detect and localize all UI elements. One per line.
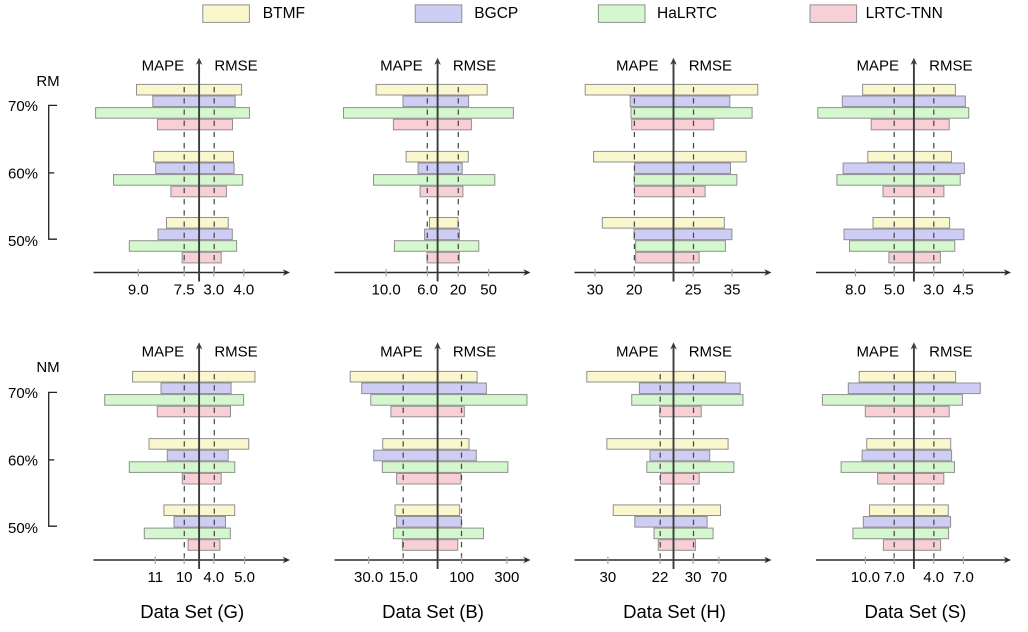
svg-text:7.5: 7.5 — [174, 281, 195, 298]
svg-text:10.0: 10.0 — [851, 569, 880, 586]
svg-text:70%: 70% — [8, 98, 38, 115]
svg-text:300: 300 — [494, 569, 519, 586]
svg-text:Data Set (H): Data Set (H) — [623, 601, 726, 622]
svg-text:10: 10 — [176, 569, 193, 586]
svg-text:4.0: 4.0 — [203, 569, 224, 586]
svg-text:50%: 50% — [8, 520, 38, 537]
svg-text:50%: 50% — [8, 233, 38, 250]
svg-text:LRTC-TNN: LRTC-TNN — [866, 5, 943, 22]
svg-text:20: 20 — [626, 281, 643, 298]
svg-text:4.5: 4.5 — [953, 281, 974, 298]
svg-text:BGCP: BGCP — [474, 5, 518, 22]
svg-text:70: 70 — [710, 569, 727, 586]
svg-text:RMSE: RMSE — [689, 58, 732, 75]
svg-text:25: 25 — [685, 281, 702, 298]
svg-text:35: 35 — [724, 281, 741, 298]
svg-text:70%: 70% — [8, 385, 38, 402]
svg-text:MAPE: MAPE — [616, 343, 659, 360]
svg-text:4.0: 4.0 — [923, 569, 944, 586]
svg-text:3.0: 3.0 — [923, 281, 944, 298]
svg-text:7.0: 7.0 — [953, 569, 974, 586]
svg-text:RMSE: RMSE — [929, 343, 972, 360]
svg-text:6.0: 6.0 — [417, 281, 438, 298]
svg-text:5.0: 5.0 — [234, 569, 255, 586]
svg-text:4.0: 4.0 — [233, 281, 254, 298]
svg-text:11: 11 — [148, 569, 164, 586]
svg-text:7.0: 7.0 — [884, 569, 905, 586]
svg-text:MAPE: MAPE — [856, 343, 899, 360]
svg-text:60%: 60% — [8, 453, 38, 470]
svg-text:50: 50 — [480, 281, 497, 298]
svg-text:30: 30 — [600, 569, 617, 586]
svg-text:60%: 60% — [8, 166, 38, 183]
svg-text:100: 100 — [449, 569, 474, 586]
svg-text:3.0: 3.0 — [203, 281, 224, 298]
svg-text:MAPE: MAPE — [380, 343, 423, 360]
svg-text:8.0: 8.0 — [845, 281, 866, 298]
svg-text:5.0: 5.0 — [884, 281, 905, 298]
svg-text:BTMF: BTMF — [263, 5, 305, 22]
svg-text:30.0: 30.0 — [354, 569, 383, 586]
svg-text:22: 22 — [652, 569, 669, 586]
svg-text:RMSE: RMSE — [214, 58, 257, 75]
svg-text:Data Set (B): Data Set (B) — [382, 601, 484, 622]
svg-text:Data Set (G): Data Set (G) — [140, 601, 244, 622]
svg-text:MAPE: MAPE — [616, 58, 659, 75]
svg-text:NM: NM — [36, 359, 59, 376]
svg-text:RMSE: RMSE — [214, 343, 257, 360]
svg-text:MAPE: MAPE — [380, 58, 423, 75]
svg-text:20: 20 — [450, 281, 467, 298]
svg-text:9.0: 9.0 — [128, 281, 149, 298]
svg-text:30: 30 — [685, 569, 702, 586]
svg-text:RMSE: RMSE — [453, 343, 496, 360]
svg-text:30: 30 — [587, 281, 604, 298]
svg-text:MAPE: MAPE — [142, 58, 185, 75]
svg-text:MAPE: MAPE — [142, 343, 185, 360]
svg-text:Data Set (S): Data Set (S) — [865, 601, 967, 622]
svg-text:RMSE: RMSE — [453, 58, 496, 75]
svg-text:RMSE: RMSE — [689, 343, 732, 360]
svg-text:RMSE: RMSE — [929, 58, 972, 75]
svg-text:RM: RM — [36, 73, 59, 90]
svg-text:HaLRTC: HaLRTC — [657, 5, 717, 22]
svg-text:10.0: 10.0 — [371, 281, 400, 298]
svg-text:15.0: 15.0 — [389, 569, 418, 586]
svg-text:MAPE: MAPE — [856, 58, 899, 75]
